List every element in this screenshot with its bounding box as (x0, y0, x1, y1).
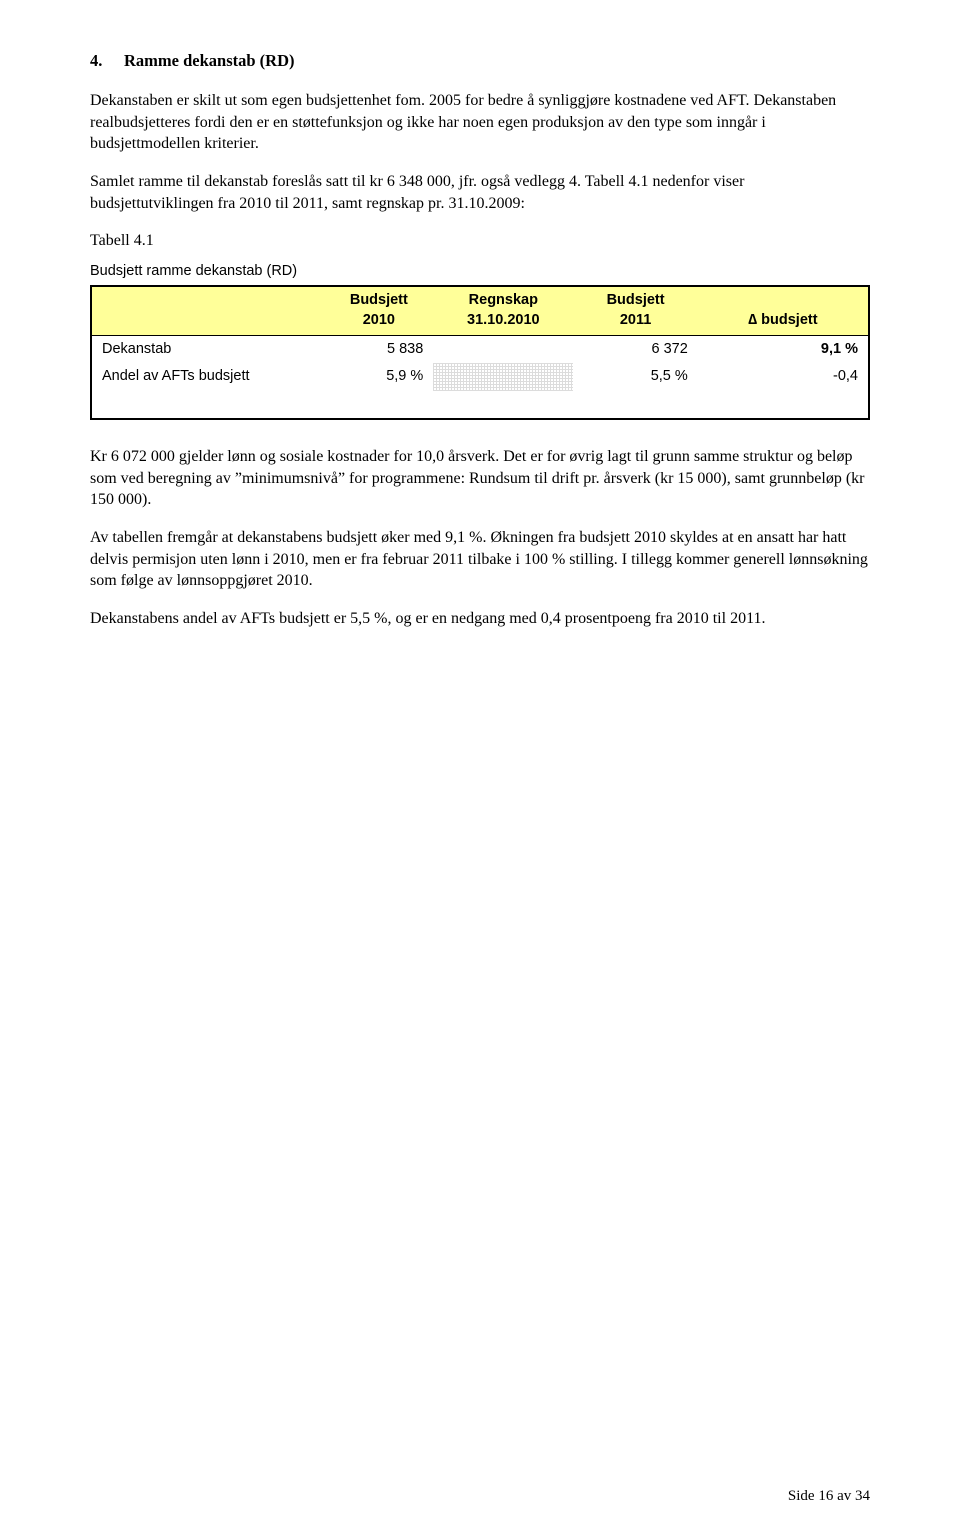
cell-b2010: 5,9 % (324, 363, 433, 391)
page-footer: Side 16 av 34 (788, 1486, 870, 1506)
col-head-blank (91, 286, 324, 335)
row-label: Dekanstab (91, 335, 324, 363)
section-heading: 4.Ramme dekanstab (RD) (90, 50, 870, 72)
col-head-budsjett-2011: Budsjett2011 (573, 286, 697, 335)
col-head-delta: ∆ budsjett (698, 286, 869, 335)
section-title: Ramme dekanstab (RD) (124, 51, 295, 70)
row-label: Andel av AFTs budsjett (91, 363, 324, 391)
table-label-line1: Tabell 4.1 (90, 230, 870, 252)
cell-regnskap (433, 335, 573, 363)
paragraph-5: Dekanstabens andel av AFTs budsjett er 5… (90, 608, 870, 630)
cell-delta: 9,1 % (698, 335, 869, 363)
paragraph-2: Samlet ramme til dekanstab foreslås satt… (90, 171, 870, 214)
table-label-line2: Budsjett ramme dekanstab (RD) (90, 262, 870, 282)
col-head-budsjett-2010: Budsjett2010 (324, 286, 433, 335)
cell-regnskap-hatched (433, 363, 573, 391)
cell-b2010: 5 838 (324, 335, 433, 363)
table-spacer-row (91, 391, 869, 420)
table-header-row: Budsjett2010 Regnskap31.10.2010 Budsjett… (91, 286, 869, 335)
paragraph-4: Av tabellen fremgår at dekanstabens buds… (90, 527, 870, 592)
paragraph-3: Kr 6 072 000 gjelder lønn og sosiale kos… (90, 446, 870, 511)
section-number: 4. (90, 50, 124, 72)
paragraph-1: Dekanstaben er skilt ut som egen budsjet… (90, 90, 870, 155)
cell-b2011: 5,5 % (573, 363, 697, 391)
budget-table: Budsjett2010 Regnskap31.10.2010 Budsjett… (90, 285, 870, 420)
col-head-regnskap: Regnskap31.10.2010 (433, 286, 573, 335)
table-row: Andel av AFTs budsjett 5,9 % 5,5 % -0,4 (91, 363, 869, 391)
cell-b2011: 6 372 (573, 335, 697, 363)
table-row: Dekanstab 5 838 6 372 9,1 % (91, 335, 869, 363)
cell-delta: -0,4 (698, 363, 869, 391)
